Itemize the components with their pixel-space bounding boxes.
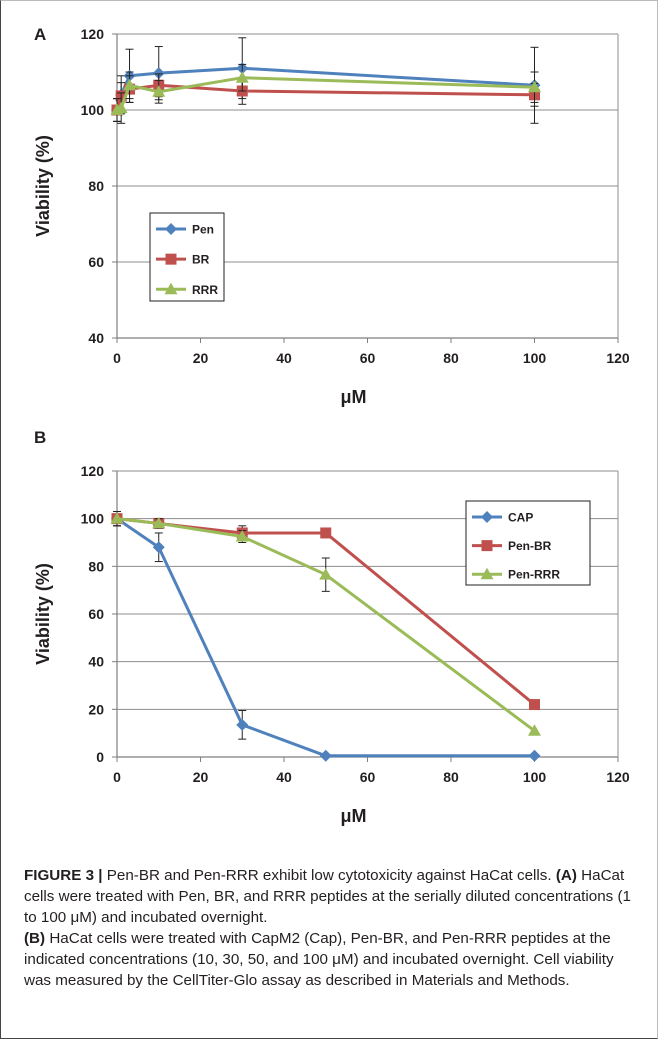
x-tick-label: 0 — [113, 769, 121, 785]
legend: CAP Pen-BR Pen-RRR — [465, 500, 591, 586]
chart-a: A 40 60 80 100 120 0 20 40 60 80 100 120 μM Viability … — [33, 25, 630, 407]
y-tick-label: 120 — [81, 463, 105, 479]
data-point — [320, 527, 332, 539]
data-point — [152, 541, 165, 554]
y-tick-label: 120 — [81, 26, 105, 42]
data-point — [236, 718, 249, 731]
y-axis-title: Viability (%) — [33, 135, 53, 237]
data-point — [152, 85, 166, 97]
x-tick-label: 0 — [113, 350, 121, 366]
x-tick-label: 20 — [193, 350, 209, 366]
caption-a-label: (A) — [555, 867, 577, 884]
data-point — [114, 101, 128, 114]
x-tick-label: 80 — [443, 350, 459, 366]
data-point — [528, 749, 541, 762]
panel-label: A — [34, 25, 46, 44]
data-point — [235, 71, 249, 83]
data-point — [123, 78, 137, 91]
caption-title: Pen-BR and Pen-RRR exhibit low cytotoxic… — [106, 867, 552, 884]
data-point — [319, 749, 332, 762]
legend-label: Pen-RRR — [508, 568, 560, 582]
x-tick-label: 40 — [276, 350, 292, 366]
data-point — [529, 699, 540, 711]
y-tick-label: 20 — [88, 701, 104, 717]
data-point — [235, 530, 249, 542]
y-tick-label: 80 — [88, 178, 104, 194]
x-tick-label: 40 — [276, 769, 292, 785]
series-rrr — [110, 63, 541, 124]
caption-a-text: HaCat cells were treated with Pen, BR, a… — [24, 867, 631, 926]
series-pen-rrr — [110, 511, 541, 736]
y-tick-label: 80 — [88, 558, 104, 574]
y-tick-label: 100 — [81, 511, 105, 527]
y-tick-label: 0 — [96, 749, 104, 765]
y-tick-label: 60 — [88, 606, 104, 622]
chart-b: B 0 20 40 60 80 100 120 0 20 40 60 80 100 120 μM Viabili… — [33, 428, 630, 826]
y-tick-label: 60 — [88, 254, 104, 270]
legend-swatch-marker — [165, 223, 177, 235]
x-tick-label: 60 — [360, 769, 376, 785]
data-point — [528, 724, 541, 736]
x-tick-label: 100 — [523, 769, 547, 785]
y-tick-label: 40 — [88, 654, 104, 670]
legend-swatch-marker — [164, 282, 178, 295]
x-axis-title: μM — [340, 806, 366, 826]
figure-svg: A 40 60 80 100 120 0 20 40 60 80 100 120 μM Viability … — [33, 25, 630, 826]
caption-b-text: HaCat cells were treated with CapM2 (Cap… — [24, 930, 614, 989]
legend-swatch-marker — [480, 567, 494, 580]
panel-label: B — [34, 428, 46, 447]
data-point — [110, 512, 124, 524]
legend-label: BR — [192, 253, 210, 267]
legend-swatch-marker — [481, 511, 493, 523]
legend-swatch-marker — [481, 540, 493, 552]
x-tick-label: 20 — [193, 769, 209, 785]
data-point — [528, 80, 541, 93]
y-tick-label: 40 — [88, 330, 104, 346]
legend-label: Pen-BR — [508, 539, 552, 553]
caption-figure-label: FIGURE 3 | — [24, 867, 103, 884]
figure-caption: FIGURE 3 | Pen-BR and Pen-RRR exhibit lo… — [24, 865, 636, 991]
x-tick-label: 100 — [523, 350, 547, 366]
x-tick-label: 80 — [443, 769, 459, 785]
x-axis-title: μM — [340, 387, 366, 407]
legend-label: CAP — [508, 511, 533, 525]
x-tick-label: 60 — [360, 350, 376, 366]
data-point — [152, 67, 165, 80]
legend-swatch-marker — [165, 253, 177, 265]
legend: Pen BR RRR — [149, 212, 225, 302]
x-tick-label: 120 — [606, 350, 630, 366]
x-tick-label: 120 — [606, 769, 630, 785]
caption-b-label: (B) — [24, 930, 46, 947]
y-tick-label: 100 — [81, 102, 105, 118]
legend-label: Pen — [192, 223, 214, 237]
data-point — [319, 568, 333, 580]
data-point — [152, 516, 166, 529]
legend-label: RRR — [192, 283, 218, 297]
y-axis-title: Viability (%) — [33, 563, 53, 665]
